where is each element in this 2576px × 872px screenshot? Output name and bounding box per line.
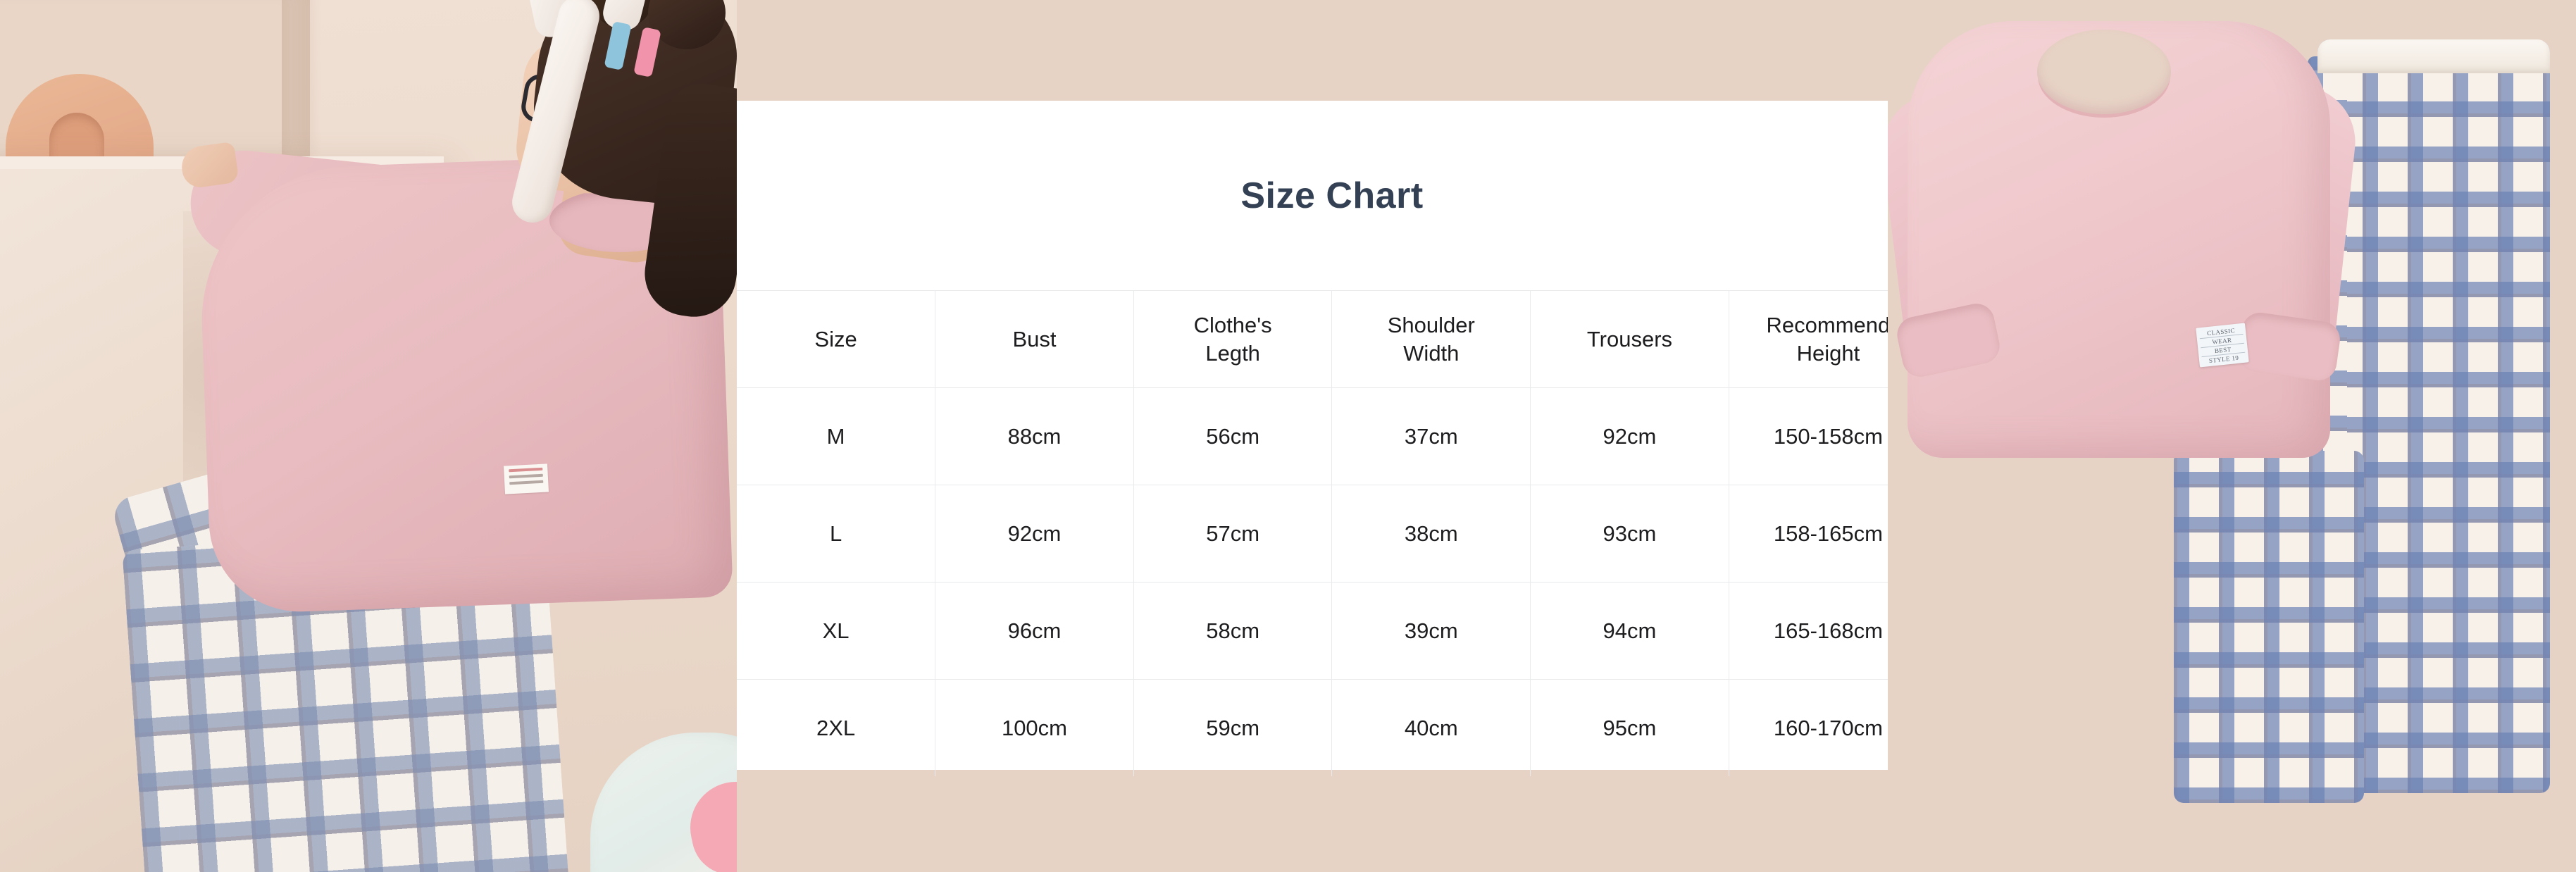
pajama-top-collar bbox=[2037, 30, 2171, 114]
cell-shoulder-width: 40cm bbox=[1331, 679, 1531, 776]
model-garment-care-label bbox=[503, 463, 549, 494]
size-chart-table: Size Bust Clothe's Legth Shoulder Width … bbox=[737, 290, 1927, 776]
cell-size: M bbox=[737, 387, 936, 485]
table-row: M 88cm 56cm 37cm 92cm 150-158cm bbox=[737, 387, 1927, 485]
column-header-trousers: Trousers bbox=[1530, 290, 1729, 388]
cell-shoulder-width: 39cm bbox=[1331, 582, 1531, 680]
cell-trousers: 92cm bbox=[1530, 387, 1729, 485]
cell-clothes-length: 58cm bbox=[1133, 582, 1333, 680]
cell-bust: 88cm bbox=[935, 387, 1134, 485]
column-header-bust: Bust bbox=[935, 290, 1134, 388]
table-row: L 92cm 57cm 38cm 93cm 158-165cm bbox=[737, 485, 1927, 583]
table-header-row: Size Bust Clothe's Legth Shoulder Width … bbox=[737, 290, 1927, 388]
cell-clothes-length: 57cm bbox=[1133, 485, 1333, 583]
cell-bust: 100cm bbox=[935, 679, 1134, 776]
cell-trousers: 94cm bbox=[1530, 582, 1729, 680]
cell-trousers: 93cm bbox=[1530, 485, 1729, 583]
garment-brand-label: CLASSIC WEAR BEST STYLE 19 bbox=[2196, 323, 2249, 368]
cell-clothes-length: 59cm bbox=[1133, 679, 1333, 776]
table-row: XL 96cm 58cm 39cm 94cm 165-168cm bbox=[737, 582, 1927, 680]
pajama-pant-left-leg bbox=[2174, 451, 2364, 803]
page-title: Size Chart bbox=[1240, 175, 1424, 216]
cell-bust: 96cm bbox=[935, 582, 1134, 680]
size-chart-card: Size Chart Size Bust Clothe's Legth Shou… bbox=[737, 101, 1927, 776]
model-lifestyle-photo bbox=[0, 0, 737, 872]
cell-trousers: 95cm bbox=[1530, 679, 1729, 776]
column-header-size: Size bbox=[737, 290, 936, 388]
cell-clothes-length: 56cm bbox=[1133, 387, 1333, 485]
product-flatlay-photo: CLASSIC WEAR BEST STYLE 19 bbox=[1888, 0, 2576, 872]
cell-size: 2XL bbox=[737, 679, 936, 776]
column-header-clothes-length: Clothe's Legth bbox=[1133, 290, 1333, 388]
cell-bust: 92cm bbox=[935, 485, 1134, 583]
niche-shadow bbox=[282, 0, 321, 169]
cell-shoulder-width: 37cm bbox=[1331, 387, 1531, 485]
table-row: 2XL 100cm 59cm 40cm 95cm 160-170cm bbox=[737, 679, 1927, 776]
cell-shoulder-width: 38cm bbox=[1331, 485, 1531, 583]
column-header-shoulder-width: Shoulder Width bbox=[1331, 290, 1531, 388]
cell-size: XL bbox=[737, 582, 936, 680]
pajama-pant-waistband bbox=[2317, 39, 2550, 73]
cell-size: L bbox=[737, 485, 936, 583]
